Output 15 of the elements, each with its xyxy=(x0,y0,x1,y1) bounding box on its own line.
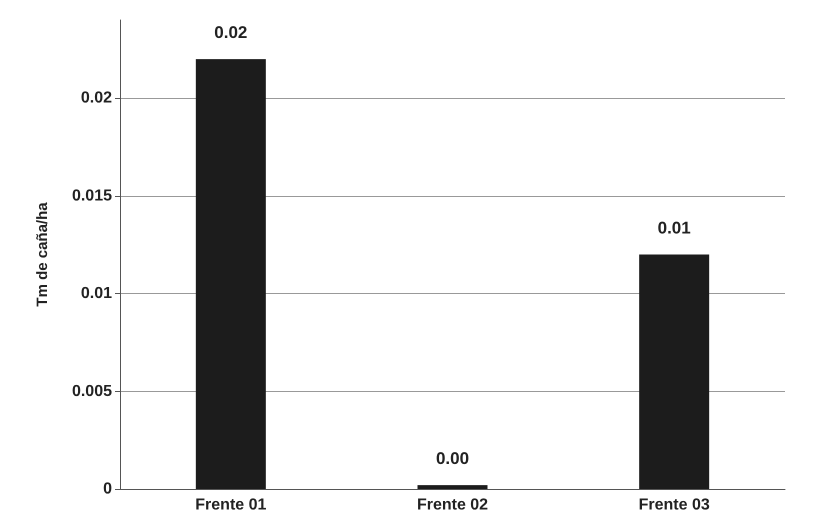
data-label: 0.00 xyxy=(436,449,470,468)
data-label: 0.02 xyxy=(214,23,248,42)
y-tick-label: 0.005 xyxy=(72,382,112,400)
y-axis-title: Tm de caña/ha xyxy=(34,202,51,307)
x-tick-label: Frente 03 xyxy=(638,496,710,514)
bar xyxy=(418,485,488,489)
y-tick-label: 0 xyxy=(103,480,112,498)
data-label: 0.01 xyxy=(658,218,691,238)
y-tick-label: 0.02 xyxy=(80,90,112,107)
bar xyxy=(196,59,266,489)
x-tick-label: Frente 02 xyxy=(416,496,488,514)
y-tick-label: 0.015 xyxy=(72,187,112,204)
y-tick-label: 0.01 xyxy=(80,285,112,302)
x-tick-label: Frente 01 xyxy=(195,496,267,514)
bar xyxy=(639,254,710,489)
